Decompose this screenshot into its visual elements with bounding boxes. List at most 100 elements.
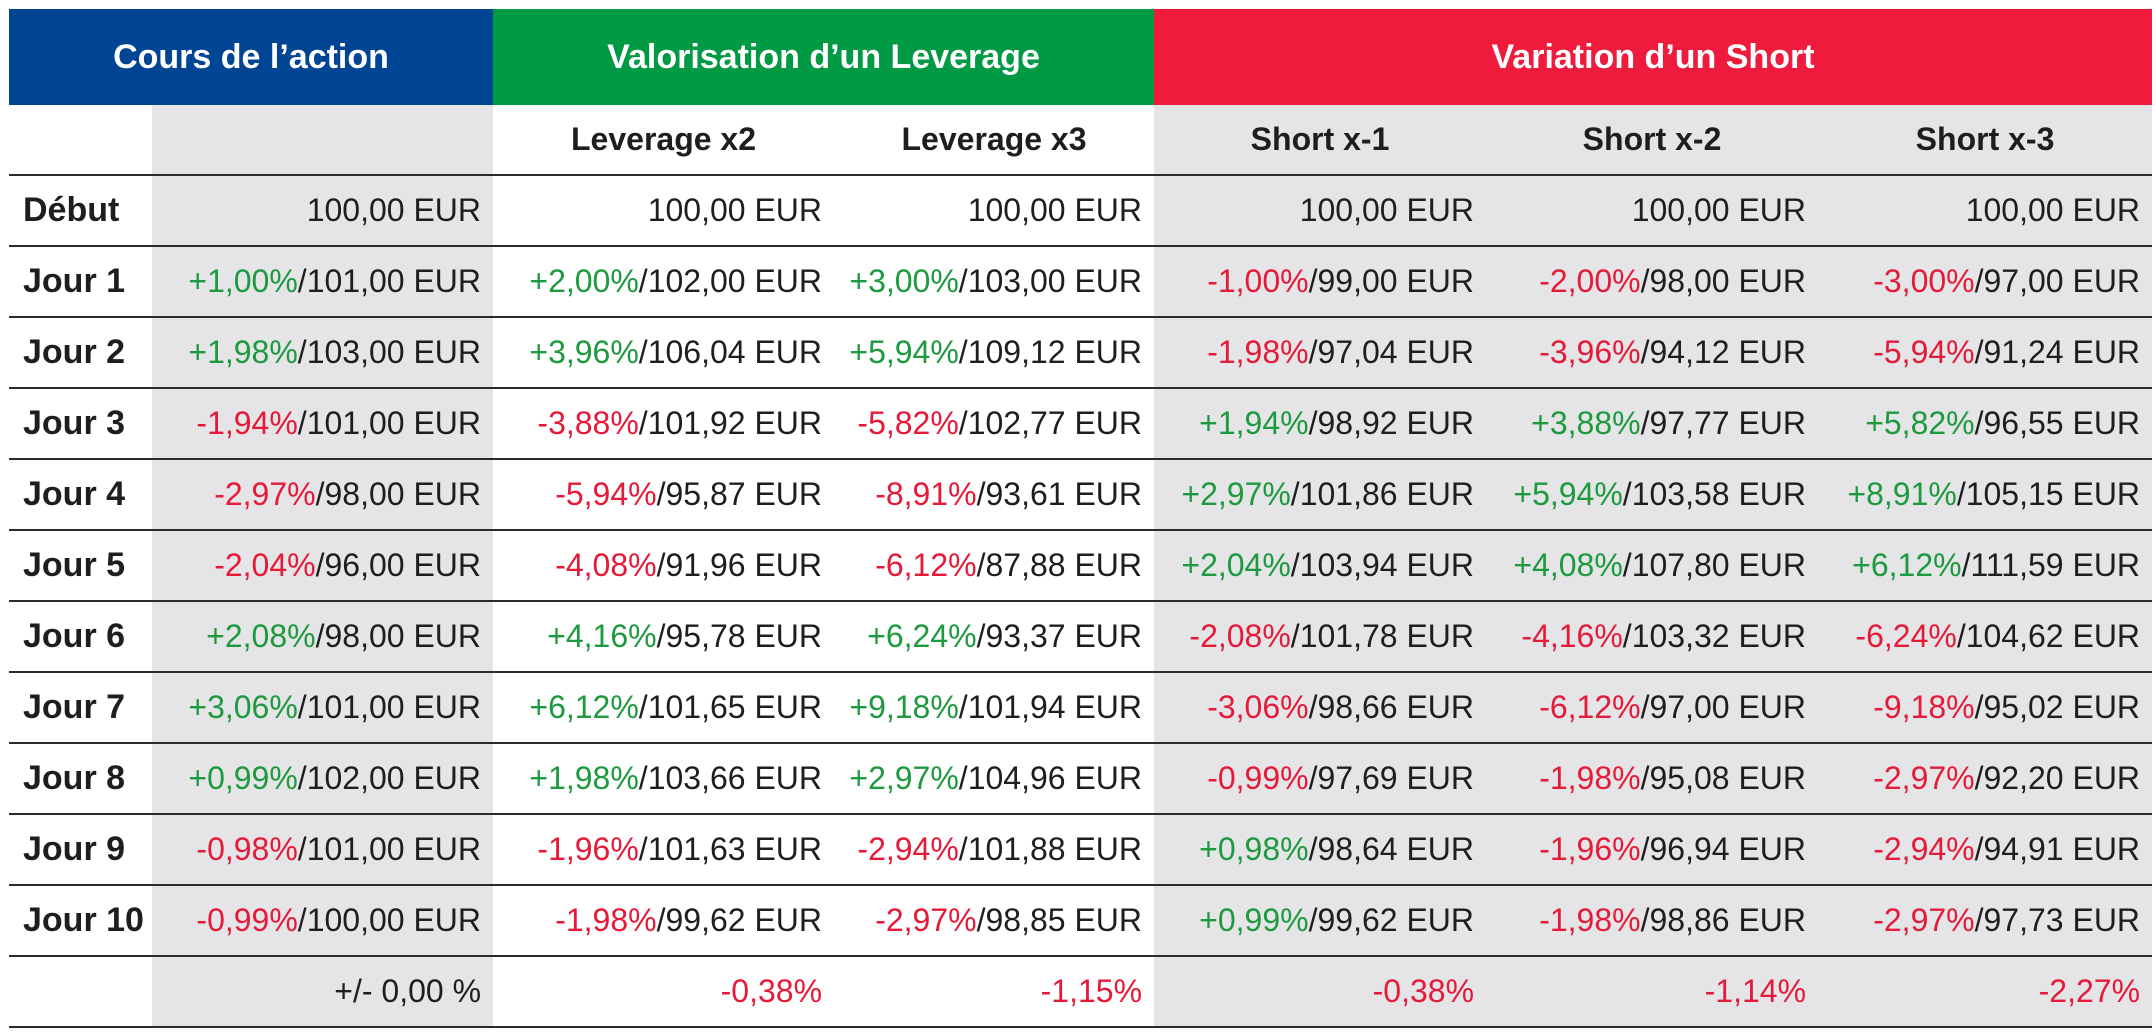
amount-value: /105,15 EUR [1956, 476, 2141, 512]
percent-change: -0,38% [720, 973, 823, 1009]
percent-change: +1,98% [188, 334, 298, 370]
percent-change: -1,14% [1704, 973, 1807, 1009]
value-cell: -3,88%/101,92 EUR [493, 388, 835, 460]
amount-value: /91,96 EUR [656, 547, 823, 583]
table-row: Début 100,00 EUR 100,00 EUR 100,00 EUR 100,0… [9, 175, 2153, 247]
percent-change: -3,88% [537, 405, 639, 441]
amount-value: /103,00 EUR [297, 334, 482, 370]
amount-value: /93,37 EUR [976, 618, 1143, 654]
table-row: Jour 2 +1,98%/103,00 EUR +3,96%/106,04 EUR… [9, 317, 2153, 389]
amount-value: /101,00 EUR [297, 405, 482, 441]
amount-value: /98,92 EUR [1308, 405, 1475, 441]
value-cell: -3,06%/98,66 EUR [1154, 672, 1487, 744]
amount-value: /97,00 EUR [1974, 263, 2141, 299]
percent-change: -1,00% [1207, 263, 1309, 299]
amount-value: /100,00 EUR [297, 902, 482, 938]
amount-value: /95,78 EUR [656, 618, 823, 654]
value-cell: +3,00%/103,00 EUR [834, 246, 1155, 318]
comparison-table-container: Cours de l’action Valorisation d’un Leve… [9, 9, 2153, 1028]
value-cell: -1,98%/95,08 EUR [1486, 743, 1819, 815]
amount-value: /104,96 EUR [958, 760, 1143, 796]
leverage-short-table: Cours de l’action Valorisation d’un Leve… [9, 9, 2153, 1028]
value-cell: -3,96%/94,12 EUR [1486, 317, 1819, 389]
value-cell: +5,94%/109,12 EUR [834, 317, 1155, 389]
percent-change: -5,82% [857, 405, 959, 441]
amount-value: /102,00 EUR [297, 760, 482, 796]
table-row: Jour 3 -1,94%/101,00 EUR -3,88%/101,92 EUR… [9, 388, 2153, 460]
table-row: Jour 6 +2,08%/98,00 EUR +4,16%/95,78 EUR +6… [9, 601, 2153, 673]
value-cell: -2,00%/98,00 EUR [1486, 246, 1819, 318]
table-body: Début 100,00 EUR 100,00 EUR 100,00 EUR 100,0… [9, 175, 2153, 1028]
percent-change: -2,08% [1189, 618, 1291, 654]
value-cell: -2,97%/97,73 EUR [1818, 885, 2153, 957]
value-cell: +/- 0,00 % [152, 956, 494, 1028]
amount-value: /103,00 EUR [958, 263, 1143, 299]
row-label: Jour 2 [9, 317, 152, 389]
percent-change: +0,98% [1199, 831, 1309, 867]
value-cell: 100,00 EUR [152, 175, 494, 247]
value-cell: 100,00 EUR [834, 175, 1155, 247]
value-cell: -1,98%/97,04 EUR [1154, 317, 1487, 389]
value-cell: +1,98%/103,66 EUR [493, 743, 835, 815]
value-cell: -1,98%/99,62 EUR [493, 885, 835, 957]
value-cell: -6,12%/87,88 EUR [834, 530, 1155, 602]
percent-change: -2,94% [1873, 831, 1975, 867]
percent-change: -1,98% [555, 902, 657, 938]
percent-change: -0,38% [1372, 973, 1475, 1009]
group-header-stock-price: Cours de l’action [9, 9, 494, 105]
percent-change: -1,96% [1539, 831, 1641, 867]
value-cell: +2,00%/102,00 EUR [493, 246, 835, 318]
amount-value: /103,66 EUR [638, 760, 823, 796]
amount-value: /93,61 EUR [976, 476, 1143, 512]
value-cell: +3,96%/106,04 EUR [493, 317, 835, 389]
percent-change: +3,88% [1531, 405, 1641, 441]
value-cell: -2,08%/101,78 EUR [1154, 601, 1487, 673]
percent-change: -2,97% [1873, 902, 1975, 938]
row-label [9, 956, 152, 1028]
value-cell: 100,00 EUR [1486, 175, 1819, 247]
amount-value: /101,78 EUR [1290, 618, 1475, 654]
percent-change: -1,94% [196, 405, 298, 441]
value-cell: +2,08%/98,00 EUR [152, 601, 494, 673]
percent-change: +6,24% [867, 618, 977, 654]
value-cell: +6,24%/93,37 EUR [834, 601, 1155, 673]
amount-value: /97,04 EUR [1308, 334, 1475, 370]
percent-change: +8,91% [1847, 476, 1957, 512]
amount-value: /101,86 EUR [1290, 476, 1475, 512]
amount-value: 100,00 EUR [306, 192, 482, 228]
value-cell: +5,94%/103,58 EUR [1486, 459, 1819, 531]
value-cell: +3,88%/97,77 EUR [1486, 388, 1819, 460]
value-cell: +2,97%/101,86 EUR [1154, 459, 1487, 531]
subheader-stock [152, 105, 494, 176]
value-cell: -0,38% [493, 956, 835, 1028]
percent-change: -9,18% [1873, 689, 1975, 725]
percent-change: -2,94% [857, 831, 959, 867]
table-row: Jour 7 +3,06%/101,00 EUR +6,12%/101,65 EUR… [9, 672, 2153, 744]
percent-change: -3,00% [1873, 263, 1975, 299]
group-header-leverage: Valorisation d’un Leverage [493, 9, 1155, 105]
value-cell: -0,99%/97,69 EUR [1154, 743, 1487, 815]
value-cell: +5,82%/96,55 EUR [1818, 388, 2153, 460]
percent-change: -2,97% [1873, 760, 1975, 796]
value-cell: -1,96%/96,94 EUR [1486, 814, 1819, 886]
amount-value: /103,32 EUR [1622, 618, 1807, 654]
percent-change: -2,04% [214, 547, 316, 583]
value-cell: -9,18%/95,02 EUR [1818, 672, 2153, 744]
table-row: Jour 8 +0,99%/102,00 EUR +1,98%/103,66 EUR… [9, 743, 2153, 815]
percent-change: -1,15% [1040, 973, 1143, 1009]
percent-change: +1,00% [188, 263, 298, 299]
percent-change: +3,00% [849, 263, 959, 299]
percent-change: -5,94% [555, 476, 657, 512]
value-cell: +2,97%/104,96 EUR [834, 743, 1155, 815]
amount-value: /101,00 EUR [297, 263, 482, 299]
percent-change: +2,04% [1181, 547, 1291, 583]
value-cell: -1,15% [834, 956, 1155, 1028]
value-cell: -5,82%/102,77 EUR [834, 388, 1155, 460]
percent-change: +/- 0,00 % [334, 973, 482, 1009]
amount-value: /98,00 EUR [1640, 263, 1807, 299]
percent-change: -6,24% [1855, 618, 1957, 654]
amount-value: /106,04 EUR [638, 334, 823, 370]
subheader-leverage-x3: Leverage x3 [834, 105, 1155, 176]
percent-change: -3,96% [1539, 334, 1641, 370]
percent-change: +2,97% [849, 760, 959, 796]
